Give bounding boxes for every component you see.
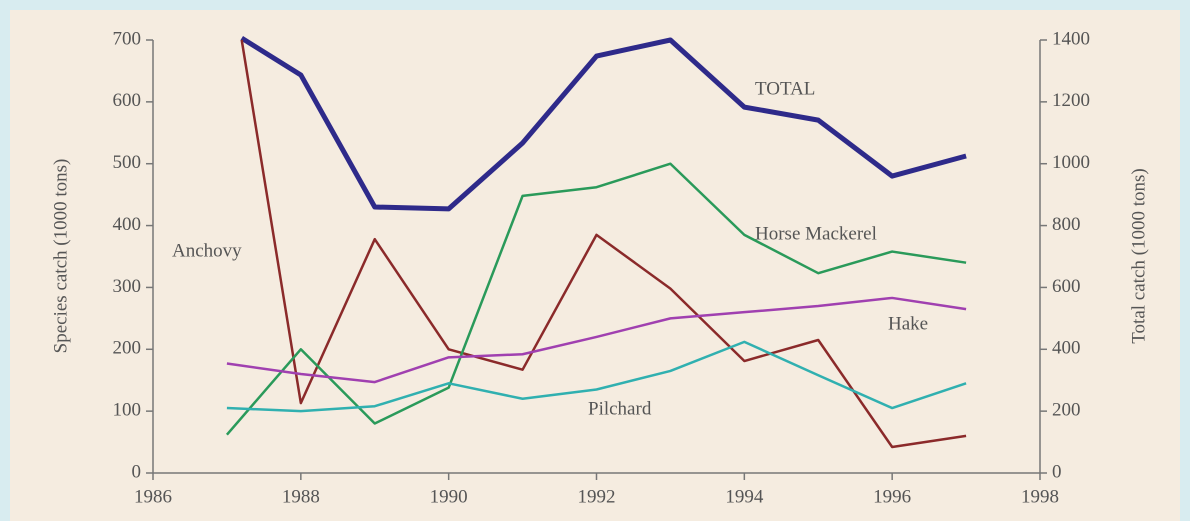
series-label: Anchovy [172,240,242,261]
y2-tick-label: 1000 [1052,152,1090,173]
x-tick-label: 1996 [873,486,911,507]
y2-axis-label: Total catch (1000 tons) [1128,168,1149,343]
x-tick-label: 1998 [1021,486,1059,507]
y2-tick-label: 600 [1052,276,1081,297]
series-line [226,340,967,413]
series-line [225,162,967,436]
y-tick-label: 0 [132,461,142,482]
series-line [240,36,967,212]
y-axis-label: Species catch (1000 tons) [50,159,71,354]
series-line [226,296,967,384]
y2-tick-label: 400 [1052,338,1081,359]
x-tick-label: 1990 [430,486,468,507]
y2-tick-label: 1200 [1052,90,1090,111]
y-tick-label: 500 [113,152,142,173]
y-tick-label: 100 [113,400,142,421]
y2-tick-label: 1400 [1052,28,1090,49]
series-label: Hake [888,313,928,334]
x-tick-label: 1988 [282,486,320,507]
series-label: TOTAL [755,78,815,99]
y-tick-label: 300 [113,276,142,297]
plot-background [10,10,1180,521]
y-tick-label: 400 [113,214,142,235]
series-label: Horse Mackerel [755,223,877,244]
y-tick-label: 200 [113,338,142,359]
y2-tick-label: 200 [1052,400,1081,421]
x-tick-label: 1994 [725,486,764,507]
y-tick-label: 700 [113,28,142,49]
x-tick-label: 1992 [578,486,616,507]
y2-tick-label: 0 [1052,461,1062,482]
x-tick-label: 1986 [134,486,172,507]
y2-tick-label: 800 [1052,214,1081,235]
y-tick-label: 600 [113,90,142,111]
series-line [240,39,967,449]
series-label: Pilchard [588,398,652,419]
